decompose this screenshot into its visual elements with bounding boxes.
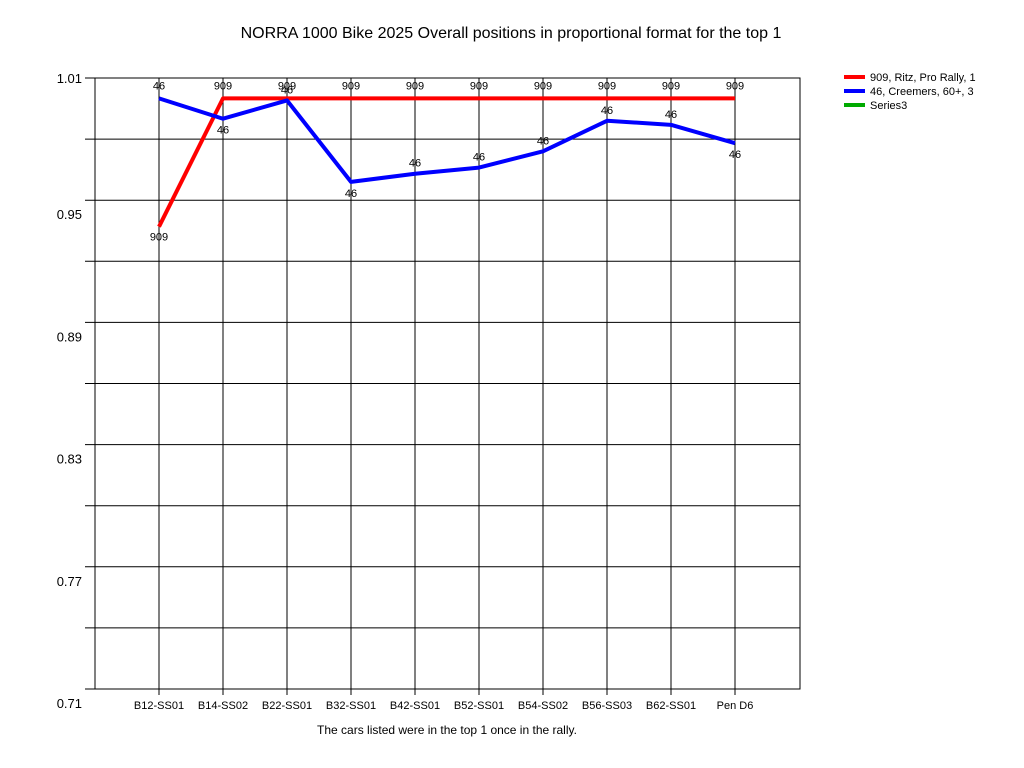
data-label: 46 <box>217 125 229 137</box>
data-label: 46 <box>345 188 357 200</box>
series-line-1 <box>157 96 735 228</box>
data-label: 909 <box>342 80 360 92</box>
y-tick-label: 0.83 <box>57 452 82 467</box>
plot-area-frame <box>94 77 801 690</box>
x-tick-label: B56-SS03 <box>582 700 632 712</box>
data-label: 909 <box>662 80 680 92</box>
data-label: 46 <box>409 158 421 170</box>
legend-entry: 46, Creemers, 60+, 3 <box>870 86 974 98</box>
legend-entry: 909, Ritz, Pro Rally, 1 <box>870 72 976 84</box>
x-tick-label: B14-SS02 <box>198 700 248 712</box>
x-tick-label: B22-SS01 <box>262 700 312 712</box>
series-lines <box>157 96 736 228</box>
legend-entry: Series3 <box>870 100 907 112</box>
x-tick-label: Pen D6 <box>717 700 754 712</box>
series-line-2 <box>158 96 736 184</box>
y-axis-ticks: 1.01 0.95 0.89 0.83 0.77 0.71 <box>57 71 82 711</box>
x-tick-label: B12-SS01 <box>134 700 184 712</box>
y-tick-label: 0.77 <box>57 574 82 589</box>
legend: 909, Ritz, Pro Rally, 1 46, Creemers, 60+… <box>844 72 976 112</box>
y-tick-label: 0.71 <box>57 696 82 711</box>
data-label: 909 <box>534 80 552 92</box>
x-tick-label: B32-SS01 <box>326 700 376 712</box>
x-axis-label: The cars listed were in the top 1 once i… <box>317 723 577 737</box>
data-label: 909 <box>278 80 296 92</box>
x-tick-label: B62-SS01 <box>646 700 696 712</box>
data-label: 909 <box>214 80 232 92</box>
y-tick-label: 0.95 <box>57 207 82 222</box>
data-label: 46 <box>537 135 549 147</box>
data-label: 46 <box>729 149 741 161</box>
x-tick-label: B42-SS01 <box>390 700 440 712</box>
y-tick-label: 0.89 <box>57 329 82 344</box>
x-tick-label: B54-SS02 <box>518 700 568 712</box>
x-tick-label: B52-SS01 <box>454 700 504 712</box>
data-label: 909 <box>598 80 616 92</box>
data-label: 46 <box>153 80 165 92</box>
data-label: 909 <box>150 232 168 244</box>
data-label: 46 <box>601 105 613 117</box>
data-label: 909 <box>470 80 488 92</box>
data-label: 46 <box>281 84 293 96</box>
data-label: 909 <box>406 80 424 92</box>
y-tick-label: 1.01 <box>57 71 82 86</box>
x-axis-ticks: B12-SS01 B14-SS02 B22-SS01 B32-SS01 B42-SS01… <box>134 700 753 712</box>
data-label: 909 <box>726 80 744 92</box>
chart-title: NORRA 1000 Bike 2025 Overall positions i… <box>241 25 782 42</box>
data-label: 46 <box>665 109 677 121</box>
data-label: 46 <box>473 152 485 164</box>
